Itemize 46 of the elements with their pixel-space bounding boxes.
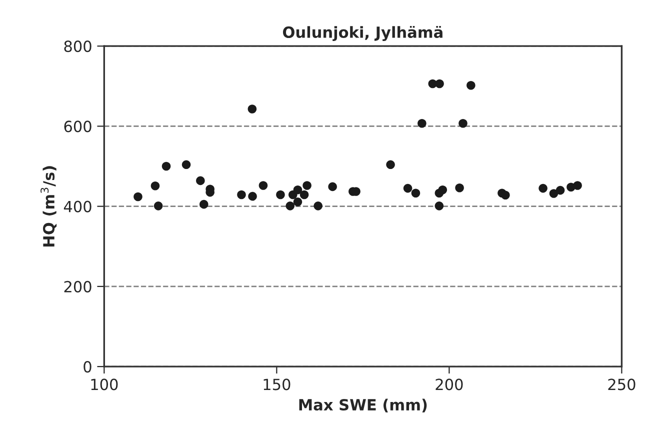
point — [403, 184, 412, 193]
point — [435, 79, 444, 88]
point — [455, 184, 464, 192]
point — [286, 202, 295, 210]
point — [418, 119, 426, 128]
point — [302, 181, 312, 190]
y-tick-label: 0 — [84, 361, 92, 373]
point — [199, 200, 208, 209]
x-tick-label: 150 — [264, 378, 290, 390]
point — [276, 190, 285, 200]
y-tick-label: 400 — [64, 200, 92, 212]
x-tick-label: 250 — [608, 378, 636, 390]
y-tick-label: 200 — [64, 280, 92, 292]
y-tick-label: 600 — [64, 120, 92, 132]
point — [549, 189, 558, 198]
point — [466, 80, 476, 90]
point — [458, 119, 468, 128]
y-tick-label: 800 — [64, 40, 92, 52]
point — [237, 190, 246, 200]
point — [556, 186, 565, 195]
point — [196, 176, 205, 186]
x-axis-title: Max SWE (mm) — [299, 398, 427, 412]
point — [154, 202, 163, 210]
point — [150, 182, 160, 190]
point — [248, 104, 257, 114]
point — [248, 192, 257, 201]
point — [386, 160, 395, 170]
point — [573, 181, 582, 190]
y-axis-title: HQ (m$^{3}$/s) — [40, 166, 57, 246]
point — [162, 162, 171, 171]
point — [434, 202, 444, 210]
point — [258, 181, 268, 190]
point — [300, 190, 309, 200]
x-tick-label: 200 — [436, 378, 463, 390]
point — [293, 198, 302, 206]
point — [293, 186, 302, 194]
point — [411, 188, 420, 198]
point — [134, 192, 142, 202]
point — [182, 160, 191, 170]
x-tick-label: 100 — [91, 378, 118, 390]
point — [501, 190, 510, 200]
point — [314, 202, 322, 210]
point — [538, 184, 548, 193]
point — [438, 186, 448, 194]
chart-title: Oulunjoki, Jylhämä — [282, 26, 442, 42]
point — [328, 182, 337, 192]
